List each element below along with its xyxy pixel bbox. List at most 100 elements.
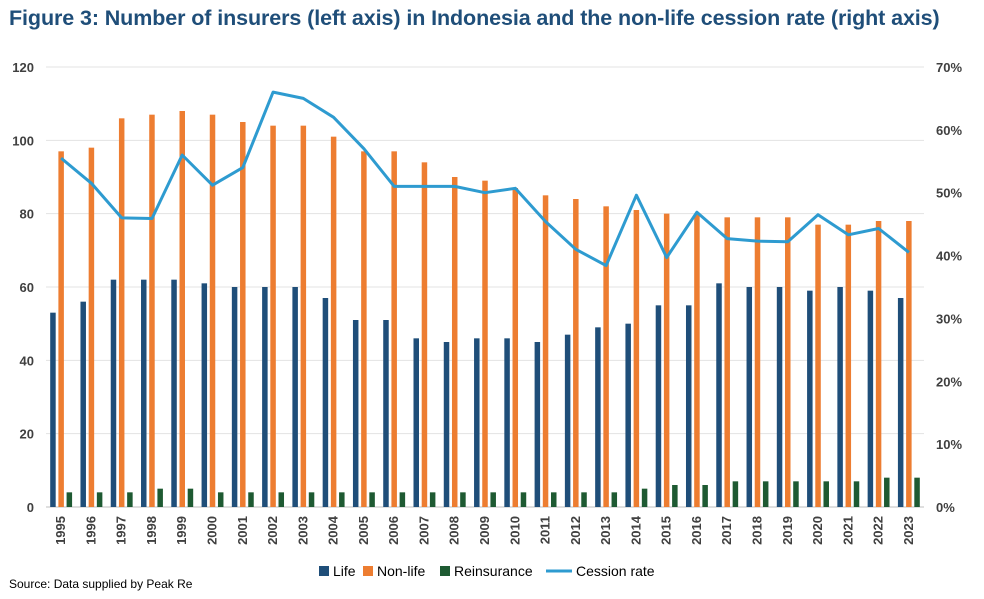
bar-reinsurance <box>853 481 860 507</box>
right-tick-label: 50% <box>936 186 962 201</box>
bar-reinsurance <box>702 485 708 507</box>
bar-reinsurance <box>551 492 557 507</box>
bar-life <box>413 338 419 507</box>
x-tick-label: 2001 <box>235 516 250 545</box>
bar-non-life <box>785 217 791 508</box>
bar-non-life <box>542 195 549 508</box>
x-tick-label: 1996 <box>83 516 98 545</box>
bar-non-life <box>663 213 670 507</box>
right-tick-label: 0% <box>936 500 955 515</box>
bar-life <box>262 287 268 507</box>
left-tick-label: 0 <box>27 500 34 515</box>
bar-life <box>110 279 117 507</box>
x-tick-label: 2006 <box>386 516 401 545</box>
right-tick-label: 60% <box>936 123 962 138</box>
bar-life <box>201 283 208 507</box>
x-tick-label: 2023 <box>901 516 916 545</box>
left-tick-label: 100 <box>12 133 34 148</box>
bar-reinsurance <box>672 485 678 507</box>
right-tick-label: 10% <box>936 437 962 452</box>
x-tick-label: 2020 <box>810 516 825 545</box>
bar-reinsurance <box>581 492 587 507</box>
bar-non-life <box>300 125 307 508</box>
legend-swatch-reinsurance <box>440 566 450 576</box>
x-tick-label: 2015 <box>659 516 674 545</box>
bar-non-life <box>815 224 821 507</box>
x-tick-label: 2000 <box>205 516 220 545</box>
bar-life <box>807 290 813 507</box>
bar-non-life <box>421 162 428 508</box>
bar-reinsurance <box>248 492 254 507</box>
bar-life <box>716 283 722 507</box>
legend-label-reinsurance: Reinsurance <box>454 563 533 579</box>
bar-life <box>776 287 783 507</box>
x-tick-label: 2013 <box>598 516 613 545</box>
bar-reinsurance <box>308 492 315 507</box>
bar-life <box>685 305 692 507</box>
bar-reinsurance <box>823 481 829 507</box>
legend-label-non-life: Non-life <box>377 563 425 579</box>
bar-reinsurance <box>429 492 436 507</box>
bar-life <box>746 287 753 507</box>
bar-non-life <box>603 206 609 508</box>
bar-non-life <box>724 217 730 508</box>
legend-label-life: Life <box>333 563 356 579</box>
x-tick-label: 2009 <box>477 516 492 545</box>
left-axis-ticks: 0 20 40 60 80 100 120 <box>12 60 34 515</box>
bar-life <box>564 334 571 507</box>
bar-life <box>352 320 359 507</box>
bar-life <box>50 312 56 507</box>
bar-non-life <box>512 188 519 507</box>
legend: Life Non-life Reinsurance Cession rate <box>319 563 655 579</box>
bars <box>50 111 920 508</box>
bar-reinsurance <box>369 492 375 507</box>
bar-reinsurance <box>66 492 73 507</box>
bar-non-life <box>179 111 185 507</box>
bar-reinsurance <box>762 481 769 507</box>
bar-life <box>655 305 662 507</box>
chart-title: Figure 3: Number of insurers (left axis)… <box>9 6 940 30</box>
bar-reinsurance <box>884 477 890 507</box>
bar-reinsurance <box>520 492 527 507</box>
bar-non-life <box>240 122 246 507</box>
bar-non-life <box>573 199 579 507</box>
x-tick-label: 1998 <box>144 516 159 545</box>
x-tick-label: 2007 <box>416 516 431 545</box>
bar-life <box>625 323 631 507</box>
left-tick-label: 80 <box>20 207 34 222</box>
x-tick-label: 1995 <box>53 516 68 545</box>
bar-life <box>867 290 874 507</box>
bar-life <box>534 342 541 507</box>
bar-life <box>171 279 177 507</box>
x-tick-label: 2017 <box>719 516 734 545</box>
bar-non-life <box>391 151 397 508</box>
bar-reinsurance <box>157 488 163 507</box>
source-note: Source: Data supplied by Peak Re <box>9 577 193 591</box>
bar-non-life <box>875 221 882 507</box>
x-tick-label: 2003 <box>295 516 310 545</box>
bar-reinsurance <box>914 477 920 507</box>
bar-non-life <box>149 114 155 508</box>
bar-non-life <box>361 151 367 508</box>
bar-life <box>897 298 904 507</box>
bar-non-life <box>330 136 337 507</box>
bar-non-life <box>270 125 276 508</box>
bar-life <box>141 279 147 507</box>
bar-non-life <box>58 151 64 508</box>
right-tick-label: 20% <box>936 374 962 389</box>
x-tick-label: 2018 <box>749 516 764 545</box>
x-tick-label: 2008 <box>447 516 462 545</box>
x-tick-label: 2011 <box>538 516 553 544</box>
bar-non-life <box>694 213 700 507</box>
bar-reinsurance <box>732 481 739 507</box>
bar-non-life <box>482 180 488 507</box>
bar-non-life <box>633 210 640 507</box>
bar-life <box>474 338 480 507</box>
bar-life <box>322 298 329 507</box>
bar-reinsurance <box>490 492 496 507</box>
bar-non-life <box>906 221 912 507</box>
x-tick-label: 2016 <box>689 516 704 545</box>
left-tick-label: 120 <box>12 60 34 75</box>
bar-non-life <box>451 177 458 507</box>
